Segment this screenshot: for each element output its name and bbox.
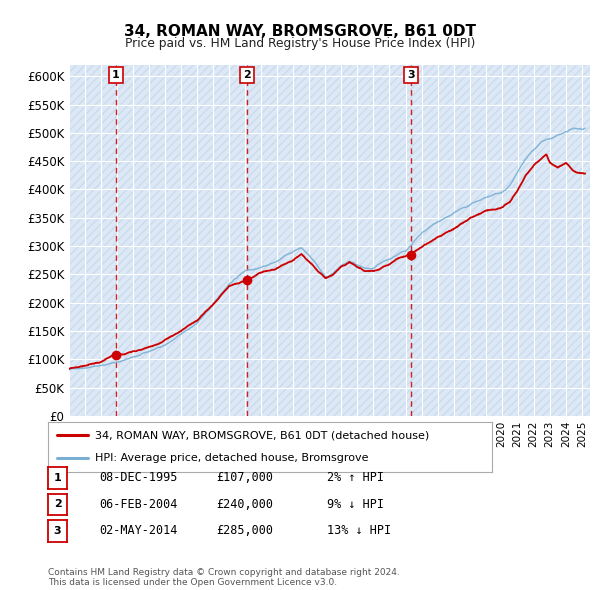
Text: Contains HM Land Registry data © Crown copyright and database right 2024.
This d: Contains HM Land Registry data © Crown c…: [48, 568, 400, 587]
Text: £285,000: £285,000: [216, 525, 273, 537]
Text: 13% ↓ HPI: 13% ↓ HPI: [327, 525, 391, 537]
Text: 06-FEB-2004: 06-FEB-2004: [99, 498, 178, 511]
Text: 34, ROMAN WAY, BROMSGROVE, B61 0DT (detached house): 34, ROMAN WAY, BROMSGROVE, B61 0DT (deta…: [95, 430, 429, 440]
Text: 2: 2: [54, 500, 61, 509]
Text: HPI: Average price, detached house, Bromsgrove: HPI: Average price, detached house, Brom…: [95, 454, 368, 464]
Text: 1: 1: [112, 70, 120, 80]
Text: Price paid vs. HM Land Registry's House Price Index (HPI): Price paid vs. HM Land Registry's House …: [125, 37, 475, 50]
Text: £240,000: £240,000: [216, 498, 273, 511]
Text: 9% ↓ HPI: 9% ↓ HPI: [327, 498, 384, 511]
Text: £107,000: £107,000: [216, 471, 273, 484]
Text: 3: 3: [407, 70, 415, 80]
Text: 34, ROMAN WAY, BROMSGROVE, B61 0DT: 34, ROMAN WAY, BROMSGROVE, B61 0DT: [124, 24, 476, 38]
Text: 2: 2: [243, 70, 251, 80]
Text: 3: 3: [54, 526, 61, 536]
Text: 08-DEC-1995: 08-DEC-1995: [99, 471, 178, 484]
Text: 2% ↑ HPI: 2% ↑ HPI: [327, 471, 384, 484]
Text: 02-MAY-2014: 02-MAY-2014: [99, 525, 178, 537]
Text: 1: 1: [54, 473, 61, 483]
